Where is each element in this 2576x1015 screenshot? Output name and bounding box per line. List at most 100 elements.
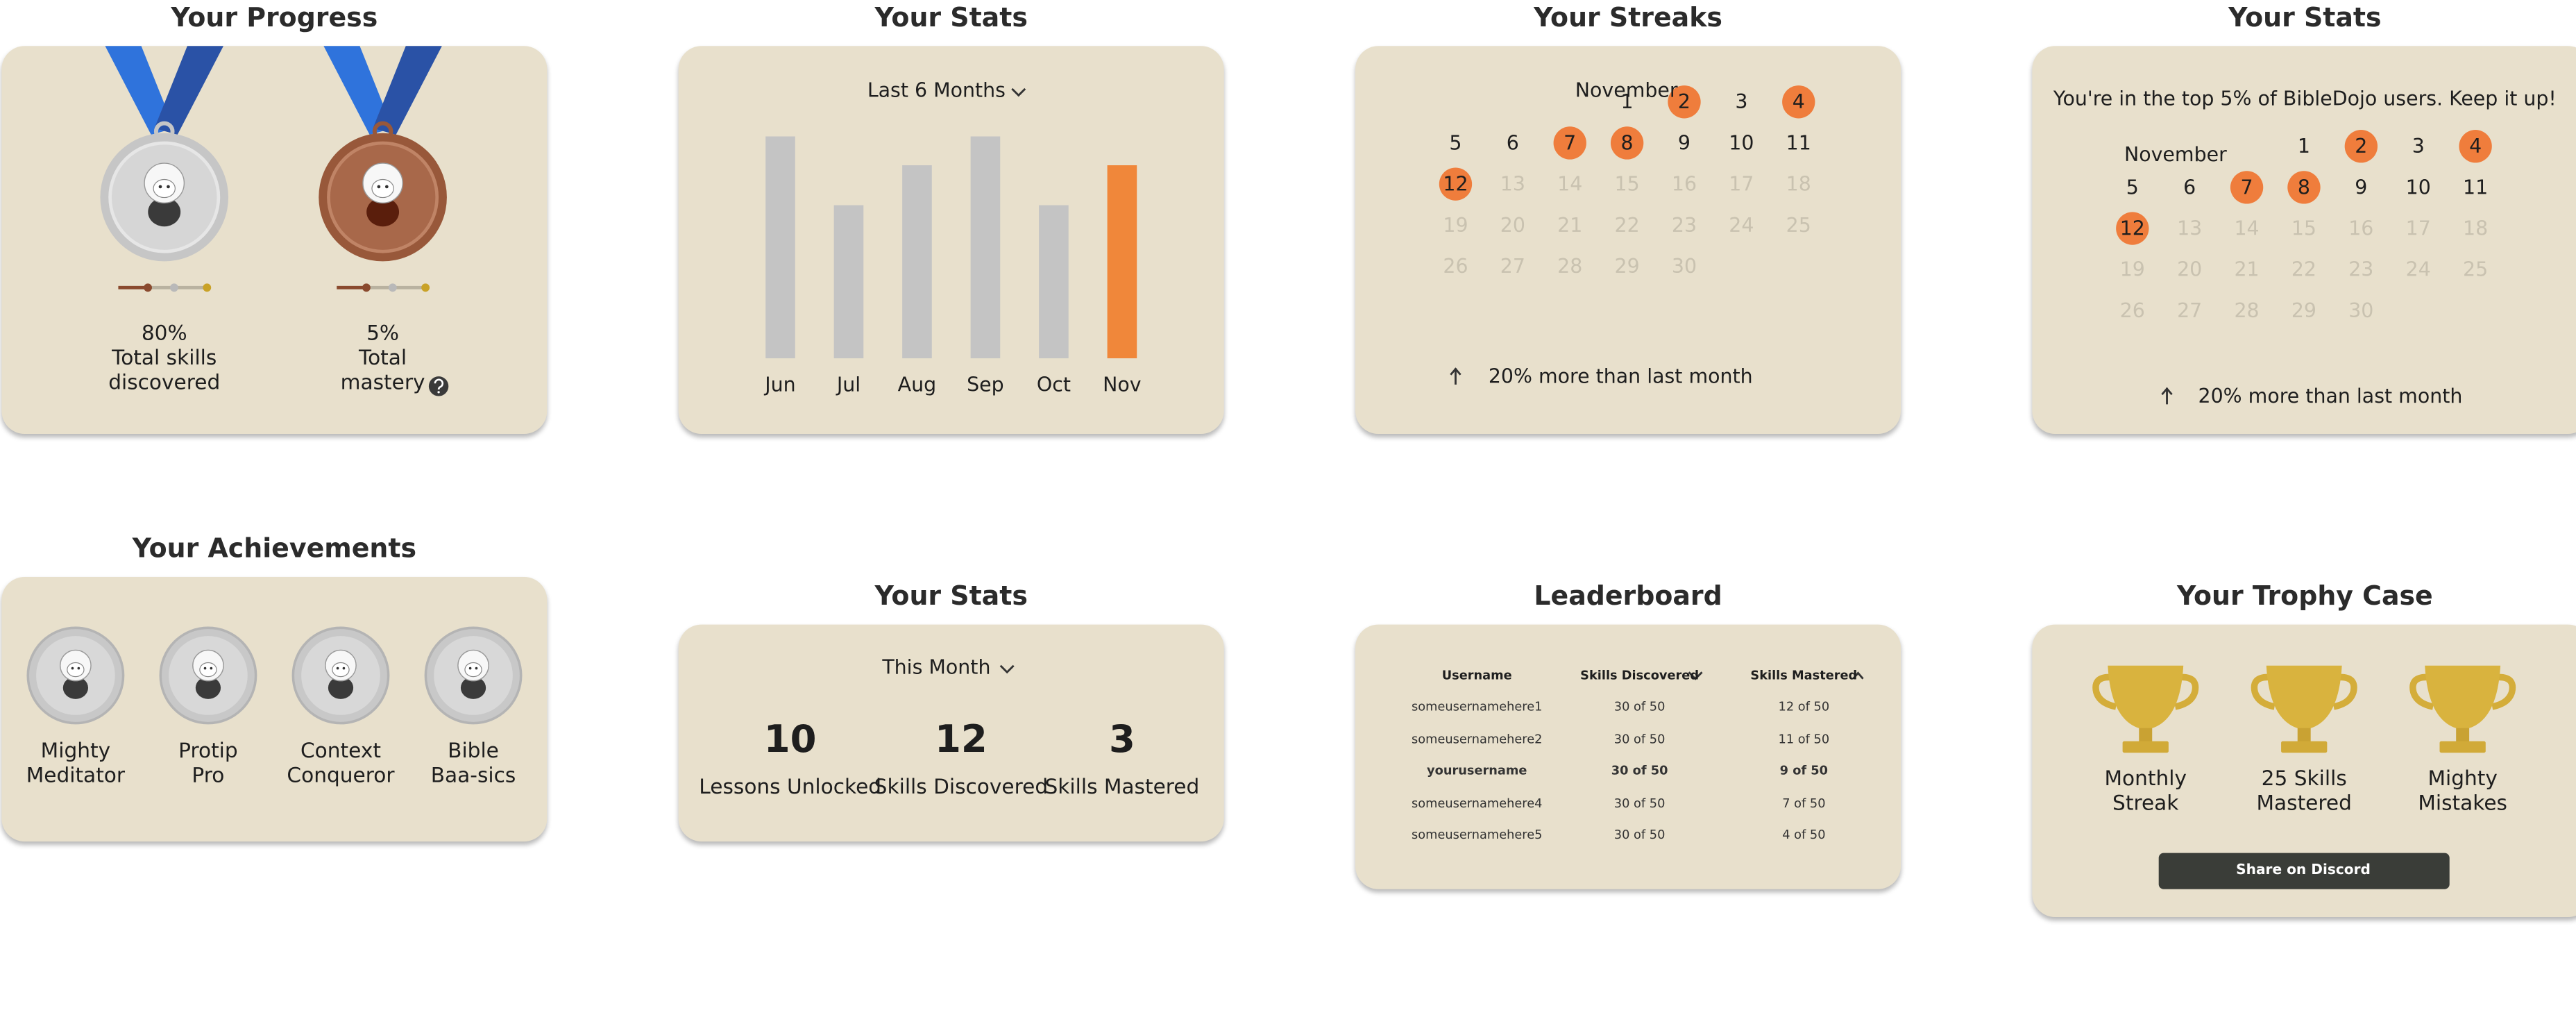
sheep-face bbox=[67, 662, 85, 678]
badge-label: Context bbox=[300, 737, 381, 762]
leaderboard-cell: someusernamehere5 bbox=[1412, 827, 1543, 842]
calendar-day: 10 bbox=[2405, 176, 2431, 199]
bar bbox=[833, 205, 864, 359]
section-title: Your Achievements bbox=[132, 532, 417, 564]
calendar-day: 1 bbox=[2297, 135, 2310, 158]
slider-dot bbox=[170, 283, 178, 292]
badge-label: Baa-sics bbox=[430, 762, 516, 787]
sheep-eye bbox=[71, 666, 74, 670]
calendar-day: 13 bbox=[2177, 217, 2203, 240]
section-title: Your Stats bbox=[2228, 1, 2382, 33]
bar bbox=[765, 136, 795, 359]
ribbon bbox=[154, 46, 223, 135]
calendar-day: 6 bbox=[2183, 176, 2196, 199]
column-header: Username bbox=[1441, 667, 1512, 683]
leaderboard-cell: 11 of 50 bbox=[1778, 730, 1830, 746]
trophy-label: Mighty bbox=[2427, 765, 2498, 791]
ribbon bbox=[323, 46, 393, 135]
streak-day bbox=[2230, 171, 2264, 204]
section-title: Your Streaks bbox=[1534, 1, 1722, 33]
calendar-month: November bbox=[2124, 142, 2227, 167]
calendar-day: 11 bbox=[1786, 131, 1811, 155]
sheep-body bbox=[148, 197, 181, 227]
calendar-day: 7 bbox=[1564, 131, 1577, 155]
bar bbox=[970, 136, 1001, 359]
stat-value: 3 bbox=[1108, 719, 1135, 762]
calendar-day: 28 bbox=[1557, 254, 1583, 278]
trophy-handle bbox=[2491, 673, 2516, 710]
month-stats-card bbox=[678, 624, 1224, 842]
leaderboard-cell: someusernamehere4 bbox=[1412, 795, 1543, 810]
calendar-day: 3 bbox=[1735, 90, 1748, 114]
bar bbox=[902, 165, 932, 359]
calendar-day: 24 bbox=[1729, 213, 1754, 237]
calendar-day: 8 bbox=[1620, 131, 1634, 155]
sheep-body bbox=[366, 197, 400, 227]
bar bbox=[1107, 165, 1137, 359]
streak-day bbox=[1553, 126, 1586, 160]
calendar-day: 9 bbox=[1677, 131, 1691, 155]
sheep-eye bbox=[468, 666, 472, 670]
trophy-stem bbox=[2456, 728, 2470, 744]
section-title: Your Progress bbox=[171, 1, 378, 33]
slider-dot bbox=[203, 283, 212, 292]
leaderboard-cell: 30 of 50 bbox=[1613, 827, 1666, 842]
chevron-icon bbox=[1688, 671, 1703, 680]
calendar-day: 11 bbox=[2463, 176, 2489, 199]
slider-dot bbox=[362, 283, 371, 292]
badge-label: Pro bbox=[192, 762, 225, 787]
medal-label: Total skills bbox=[112, 344, 217, 370]
ribbon bbox=[373, 46, 442, 135]
sheep-eye bbox=[475, 666, 478, 670]
section-title: Leaderboard bbox=[1534, 580, 1722, 612]
trophy-handle bbox=[2092, 673, 2117, 710]
leaderboard-cell: 30 of 50 bbox=[1613, 698, 1666, 714]
sheep-eye bbox=[342, 666, 346, 670]
progress-card bbox=[1, 46, 548, 434]
trophy-cup bbox=[2425, 665, 2501, 730]
trophy-label: Streak bbox=[2112, 790, 2179, 815]
trophy-handle bbox=[2332, 673, 2357, 710]
medal-label: discovered bbox=[108, 369, 221, 394]
trophy-label: Mistakes bbox=[2418, 790, 2507, 815]
share-button[interactable] bbox=[2158, 853, 2450, 889]
calendar-day: 16 bbox=[1671, 172, 1697, 196]
leaderboard-cell: someusernamehere2 bbox=[1412, 730, 1543, 746]
x-tick-label: Oct bbox=[1036, 373, 1071, 396]
column-header: Skills Discovered bbox=[1580, 667, 1700, 683]
sheep-eye bbox=[210, 666, 213, 670]
calendar-day: 12 bbox=[2119, 217, 2145, 240]
trophy-base bbox=[2439, 741, 2486, 753]
ribbon bbox=[105, 46, 174, 135]
sheep-face bbox=[371, 178, 394, 199]
calendar-day: 30 bbox=[1671, 254, 1697, 278]
leaderboard-cell: 9 of 50 bbox=[1779, 763, 1829, 778]
calendar-day: 30 bbox=[2348, 299, 2374, 323]
calendar-day: 23 bbox=[1671, 213, 1697, 237]
trophy-handle bbox=[2251, 673, 2276, 710]
leaderboard-cell: 30 of 50 bbox=[1613, 795, 1666, 810]
streak-day bbox=[2287, 171, 2321, 204]
help-icon-mark bbox=[434, 378, 443, 390]
sheep-eye bbox=[377, 185, 381, 189]
sheep-face bbox=[332, 662, 350, 678]
calendar-day: 21 bbox=[1557, 213, 1583, 237]
section-title: Your Trophy Case bbox=[2177, 580, 2433, 612]
calendar-day: 27 bbox=[1500, 254, 1525, 278]
leaderboard-cell: 7 of 50 bbox=[1782, 795, 1826, 810]
medal-label: Total bbox=[359, 344, 407, 370]
trophy-cup bbox=[2266, 665, 2342, 730]
calendar-day: 15 bbox=[1614, 172, 1640, 196]
sheep-eye bbox=[336, 666, 339, 670]
calendar-day: 19 bbox=[2119, 258, 2145, 281]
calendar-day: 19 bbox=[1443, 213, 1468, 237]
slider-dot bbox=[144, 283, 152, 292]
trophy-base bbox=[2281, 741, 2328, 753]
calendar-day: 14 bbox=[2234, 217, 2260, 240]
badge-label: Protip bbox=[178, 737, 238, 762]
calendar-day: 25 bbox=[1786, 213, 1811, 237]
leaderboard-cell: 12 of 50 bbox=[1778, 698, 1830, 714]
